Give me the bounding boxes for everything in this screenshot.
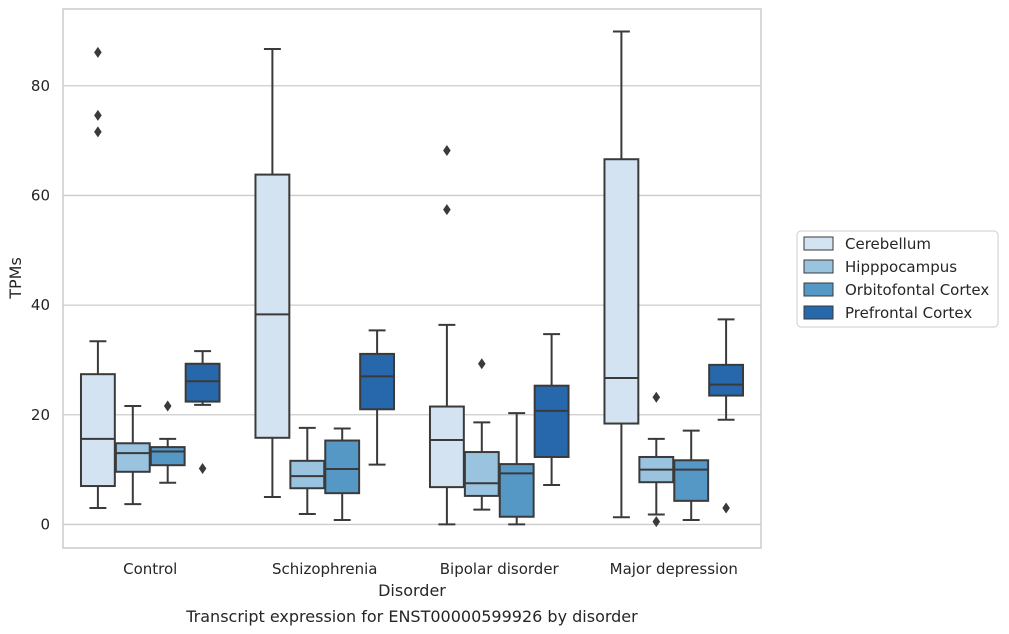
iqr-box xyxy=(708,363,745,397)
box-orbitofontal-cortex-control xyxy=(149,400,186,484)
box-plots xyxy=(79,30,745,528)
legend-label: Orbitofontal Cortex xyxy=(845,281,989,299)
x-tick-label-control: Control xyxy=(123,560,177,578)
iqr-box xyxy=(149,446,186,467)
y-tick-label: 20 xyxy=(31,406,50,424)
outlier-point xyxy=(652,516,661,528)
iqr-box xyxy=(79,373,116,488)
iqr-box xyxy=(289,459,326,490)
iqr-box xyxy=(498,463,535,518)
iqr-box xyxy=(324,439,361,495)
box-hipppocampus-control xyxy=(114,404,151,506)
x-tick-label-major-depression: Major depression xyxy=(610,560,738,578)
y-tick-label: 40 xyxy=(31,296,50,314)
iqr-box xyxy=(673,459,710,502)
y-tick-label: 80 xyxy=(31,77,50,95)
box-cerebellum-bipolar-disorder xyxy=(428,144,465,526)
legend-item-cerebellum: Cerebellum xyxy=(803,235,931,253)
iqr-box xyxy=(184,362,221,403)
outlier-point xyxy=(722,502,730,514)
plot-frame xyxy=(62,8,762,549)
legend-swatch xyxy=(803,305,834,320)
iqr-box xyxy=(603,158,640,425)
box-prefrontal-cortex-schizophrenia xyxy=(359,329,396,466)
outlier-point xyxy=(198,462,207,474)
x-tick-label-bipolar-disorder: Bipolar disorder xyxy=(440,560,560,578)
outlier-point xyxy=(94,46,102,58)
y-axis-title: TPMs xyxy=(6,257,25,300)
y-tick-label: 0 xyxy=(40,515,50,533)
outlier-point xyxy=(478,358,486,370)
outlier-point xyxy=(652,391,661,403)
chart-caption: Transcript expression for ENST0000059992… xyxy=(185,607,638,626)
outlier-point xyxy=(443,204,451,216)
outlier-point xyxy=(94,126,102,138)
outlier-point xyxy=(94,109,102,121)
box-prefrontal-cortex-bipolar-disorder xyxy=(533,333,570,486)
iqr-box xyxy=(463,451,500,497)
outlier-point xyxy=(163,400,172,412)
legend-label: Cerebellum xyxy=(845,235,931,253)
iqr-box xyxy=(533,384,570,458)
box-orbitofontal-cortex-bipolar-disorder xyxy=(498,412,535,526)
legend-item-hipppocampus: Hipppocampus xyxy=(803,258,957,276)
box-cerebellum-schizophrenia xyxy=(254,48,291,499)
iqr-box xyxy=(428,405,465,489)
legend-frame xyxy=(796,230,999,328)
y-axis-ticks: 0 20 40 60 80 xyxy=(31,77,50,534)
legend-item-prefrontal-cortex: Prefrontal Cortex xyxy=(803,304,972,322)
legend-swatch xyxy=(803,259,834,274)
box-cerebellum-control xyxy=(79,46,116,509)
grid-lines xyxy=(63,85,761,526)
x-axis-title: Disorder xyxy=(378,581,446,600)
box-orbitofontal-cortex-schizophrenia xyxy=(324,427,361,522)
legend-swatch xyxy=(803,282,834,297)
box-hipppocampus-major-depression xyxy=(638,391,675,528)
outlier-point xyxy=(443,144,451,156)
iqr-box xyxy=(114,442,151,473)
legend-item-orbitofontal-cortex: Orbitofontal Cortex xyxy=(803,281,989,299)
iqr-box xyxy=(254,173,291,439)
box-cerebellum-major-depression xyxy=(603,30,640,519)
x-tick-label-schizophrenia: Schizophrenia xyxy=(272,560,377,578)
iqr-box xyxy=(359,352,396,411)
legend-label: Prefrontal Cortex xyxy=(845,304,972,322)
box-prefrontal-cortex-major-depression xyxy=(708,318,745,514)
box-orbitofontal-cortex-major-depression xyxy=(673,429,710,522)
legend-label: Hipppocampus xyxy=(845,258,957,276)
box-prefrontal-cortex-control xyxy=(184,350,221,474)
box-hipppocampus-schizophrenia xyxy=(289,426,326,516)
x-axis-ticks: Control Schizophrenia Bipolar disorder Majo… xyxy=(123,560,738,578)
legend-swatch xyxy=(803,236,834,251)
y-tick-label: 60 xyxy=(31,186,50,204)
box-hipppocampus-bipolar-disorder xyxy=(463,358,500,511)
legend: Cerebellum Hipppocampus Orbitofontal Corte… xyxy=(796,230,999,328)
